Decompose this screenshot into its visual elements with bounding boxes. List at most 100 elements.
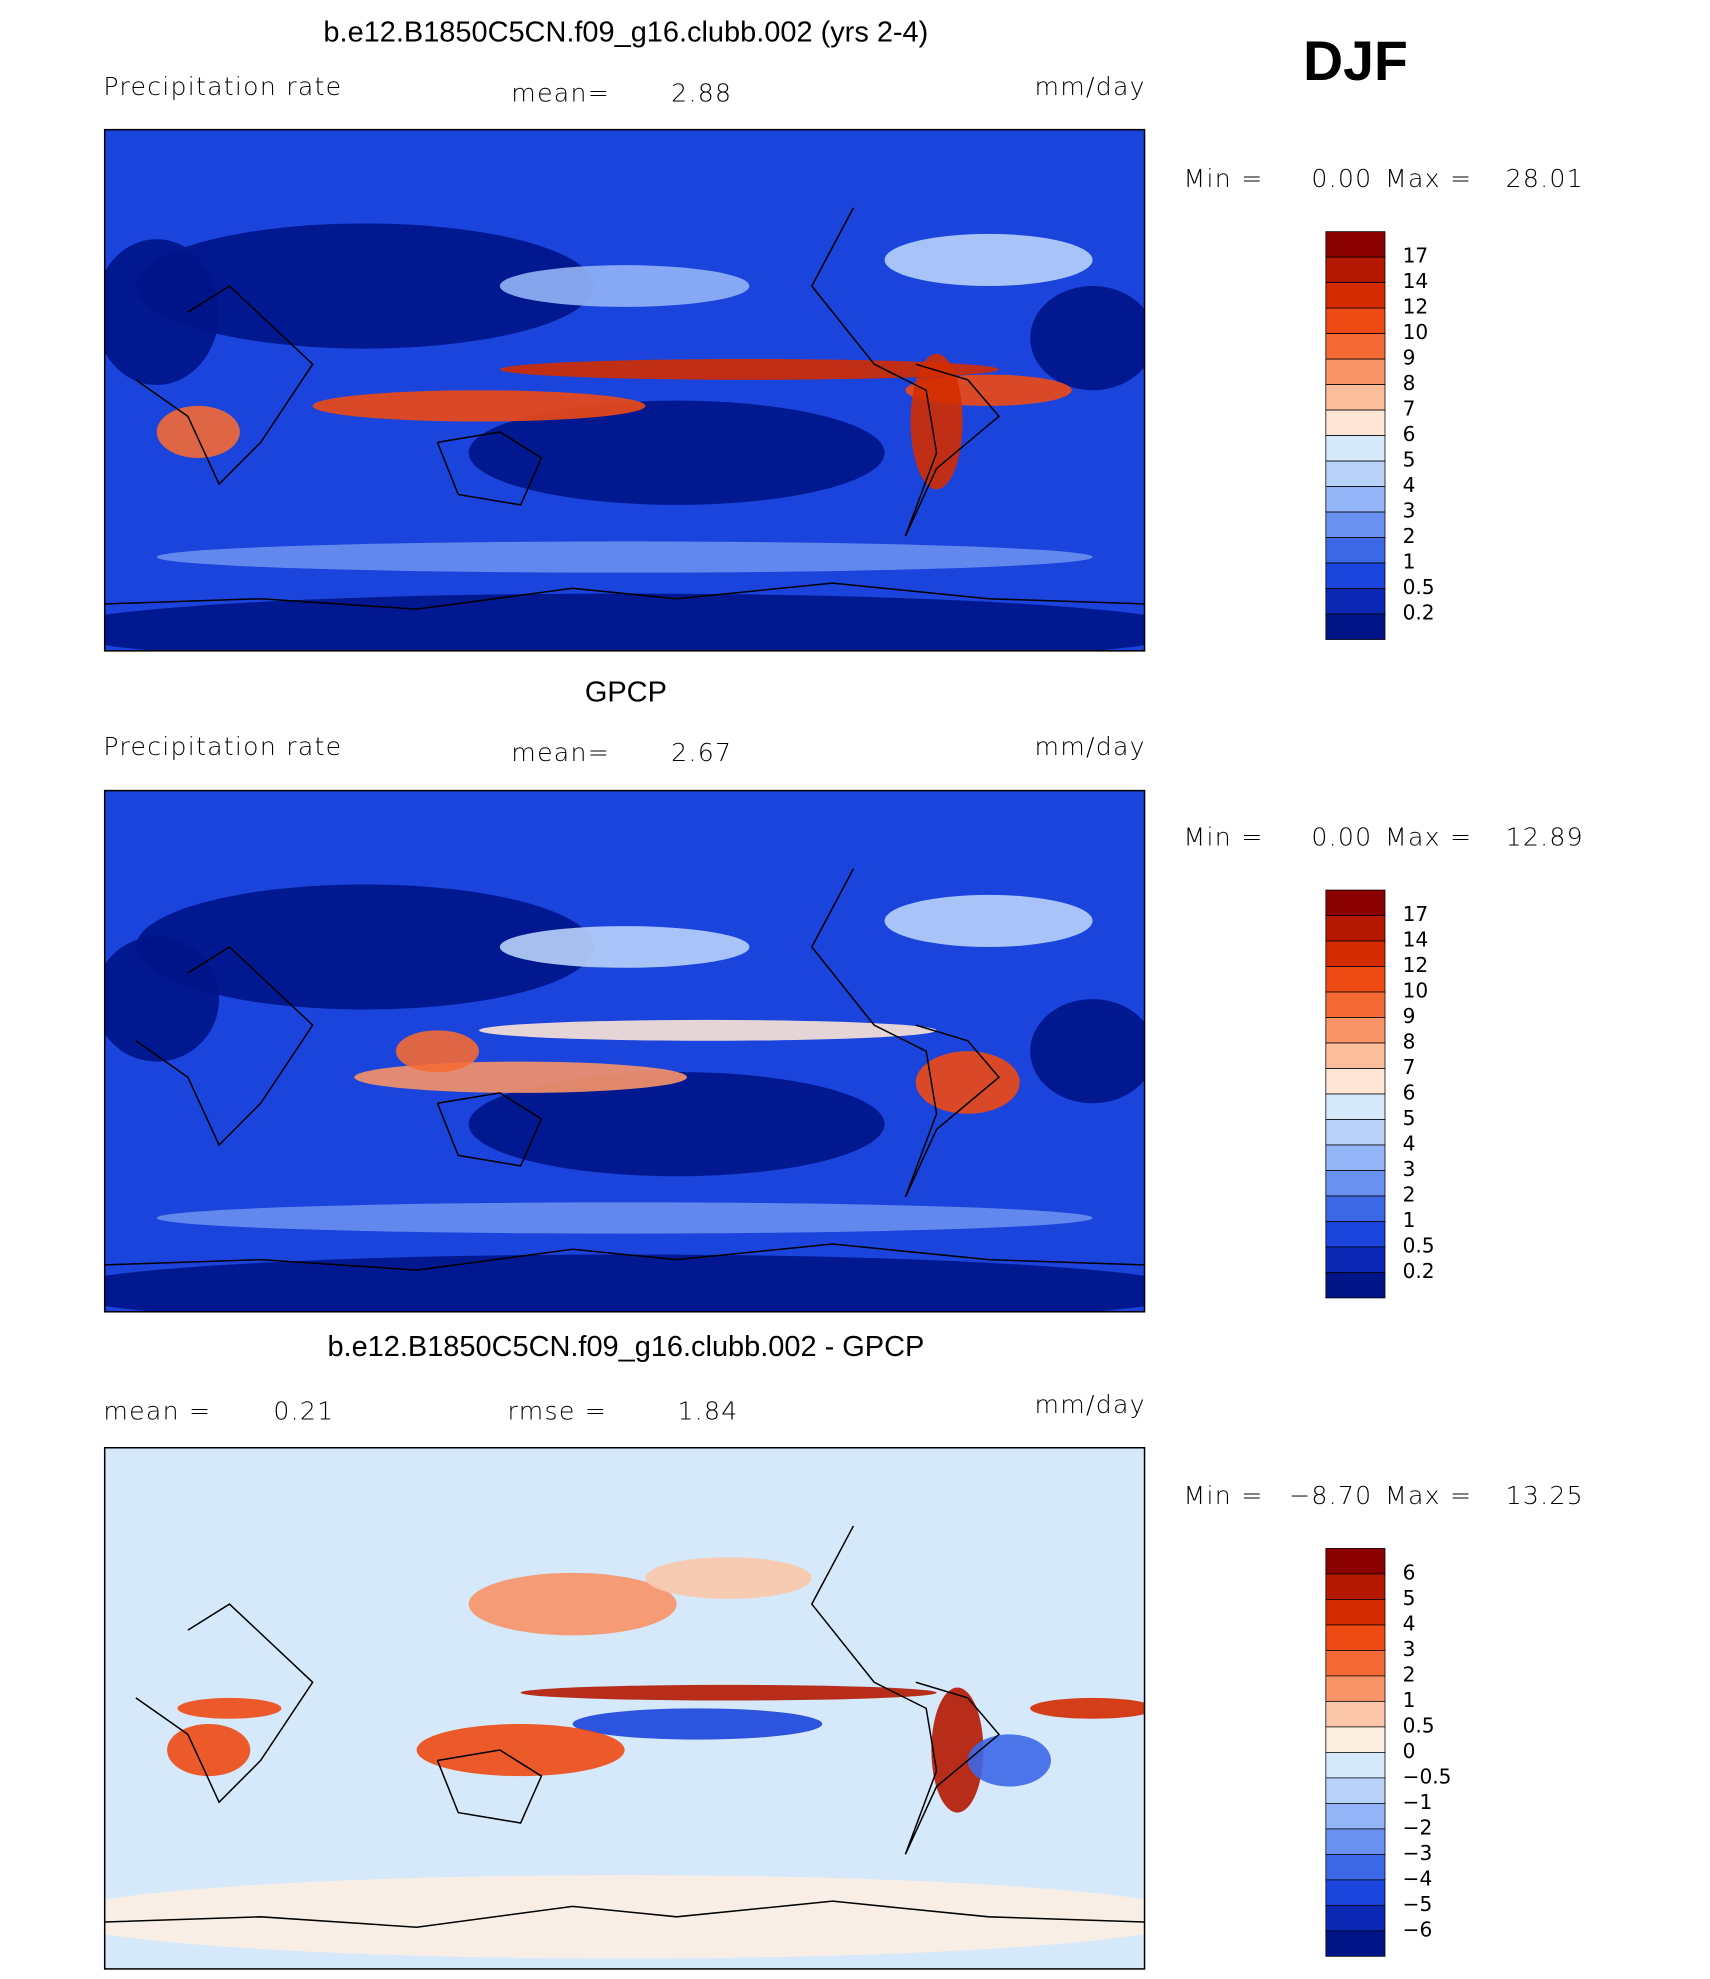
stat-value: 0.21 <box>273 1396 334 1425</box>
colorbar-box <box>1325 1930 1386 1957</box>
coastline <box>104 1243 1145 1271</box>
colorbar-label: −2 <box>1403 1815 1433 1839</box>
field-region <box>395 1030 480 1073</box>
colorbar-label: 14 <box>1403 928 1429 952</box>
max-value: 28.01 <box>1506 164 1584 193</box>
colorbar-label: 3 <box>1403 499 1416 523</box>
colorbar-label: 8 <box>1403 1030 1416 1054</box>
colorbar-box <box>1325 1093 1386 1120</box>
colorbar-box <box>1325 1272 1386 1299</box>
field-region <box>104 239 220 386</box>
field-region <box>468 1572 677 1636</box>
colorbar-label: 6 <box>1403 422 1416 446</box>
colorbar-label: 0.5 <box>1403 1713 1435 1737</box>
colorbar-label: 4 <box>1403 1131 1416 1155</box>
colorbar-box <box>1325 1599 1386 1626</box>
colorbar-label: −4 <box>1403 1866 1433 1890</box>
colorbar-label: 0.2 <box>1403 601 1435 625</box>
colorbar-label: 8 <box>1403 371 1416 395</box>
stat-value: 1.84 <box>677 1396 738 1425</box>
field-region <box>645 1557 812 1599</box>
field-region <box>910 353 963 490</box>
colorbar-label: 4 <box>1403 473 1416 497</box>
field-region <box>416 1723 625 1777</box>
map <box>103 789 1146 1313</box>
map-frame <box>103 128 1146 652</box>
panel-title: GPCP <box>585 676 667 708</box>
colorbar-label: −6 <box>1403 1917 1433 1941</box>
colorbar-box <box>1325 384 1386 411</box>
colorbar-label: −5 <box>1403 1892 1433 1916</box>
colorbar-box <box>1325 562 1386 589</box>
stat-label: rmse = <box>508 1396 608 1425</box>
colorbar-box <box>1325 537 1386 564</box>
field-region <box>1030 286 1145 391</box>
colorbar-label: 2 <box>1403 524 1416 548</box>
field-region <box>884 233 1093 287</box>
colorbar-label: 5 <box>1403 448 1416 472</box>
colorbar-label: 9 <box>1403 1004 1416 1028</box>
units-label: mm/day <box>1034 732 1145 761</box>
colorbar-label: 10 <box>1403 320 1429 344</box>
colorbar-label: 3 <box>1403 1157 1416 1181</box>
colorbar-label: 12 <box>1403 953 1429 977</box>
field-region <box>499 265 750 307</box>
colorbar-box <box>1325 966 1386 993</box>
colorbar-box <box>1325 915 1386 942</box>
coastline <box>436 1092 543 1167</box>
colorbar-box <box>1325 333 1386 360</box>
colorbar-box <box>1325 307 1386 334</box>
colorbar-box <box>1325 358 1386 385</box>
colorbar-label: 7 <box>1403 397 1416 421</box>
field-region <box>468 400 885 505</box>
field-region <box>104 1875 1145 1959</box>
coastline <box>104 582 1145 610</box>
field-region <box>479 1019 937 1041</box>
colorbar-label: −1 <box>1403 1790 1433 1814</box>
map-field <box>104 1447 1145 1969</box>
colorbar-box <box>1325 1777 1386 1804</box>
field-region <box>1030 999 1145 1104</box>
field-region <box>135 884 594 1010</box>
colorbar-label: 1 <box>1403 1208 1416 1232</box>
colorbar-label: 0 <box>1403 1739 1416 1763</box>
max-label: Max = <box>1385 164 1472 193</box>
colorbar-box <box>1325 1221 1386 1248</box>
colorbar-box <box>1325 1701 1386 1728</box>
colorbar-box <box>1325 1195 1386 1222</box>
min-label: Min = <box>1184 164 1264 193</box>
colorbar-label: 4 <box>1403 1611 1416 1635</box>
coastline <box>135 1603 314 1804</box>
season-label: DJF <box>1303 30 1408 92</box>
colorbar-box <box>1325 282 1386 309</box>
colorbar-label: 5 <box>1403 1586 1416 1610</box>
coastline <box>810 207 1001 537</box>
max-label: Max = <box>1385 1481 1472 1510</box>
units-label: mm/day <box>1034 72 1145 101</box>
field-region <box>499 926 750 968</box>
colorbar-label: 0.5 <box>1403 575 1435 599</box>
colorbar-box <box>1325 1119 1386 1146</box>
units-label: mm/day <box>1034 1390 1145 1419</box>
stat-label: mean = <box>103 1396 211 1425</box>
colorbar-box <box>1325 1904 1386 1932</box>
field-region <box>156 405 240 459</box>
panel-title: b.e12.B1850C5CN.f09_g16.clubb.002 - GPCP <box>327 1331 924 1363</box>
variable-label: Precipitation rate <box>103 732 342 761</box>
colorbar-box <box>1325 1017 1386 1044</box>
colorbar-box <box>1325 256 1386 284</box>
colorbar-box <box>1325 511 1386 538</box>
colorbar-box <box>1325 1650 1386 1677</box>
colorbar-label: 0.2 <box>1403 1259 1435 1283</box>
colorbar-box <box>1325 889 1386 916</box>
colorbar-box <box>1325 1548 1386 1575</box>
colorbar-box <box>1325 1144 1386 1171</box>
stat-label: mean= <box>511 738 610 767</box>
colorbar-box <box>1325 1042 1386 1069</box>
min-label: Min = <box>1184 1481 1264 1510</box>
colorbar-label: 17 <box>1403 902 1429 926</box>
coastline <box>810 1525 1001 1855</box>
field-region <box>156 1202 1093 1234</box>
coastline <box>436 431 543 506</box>
